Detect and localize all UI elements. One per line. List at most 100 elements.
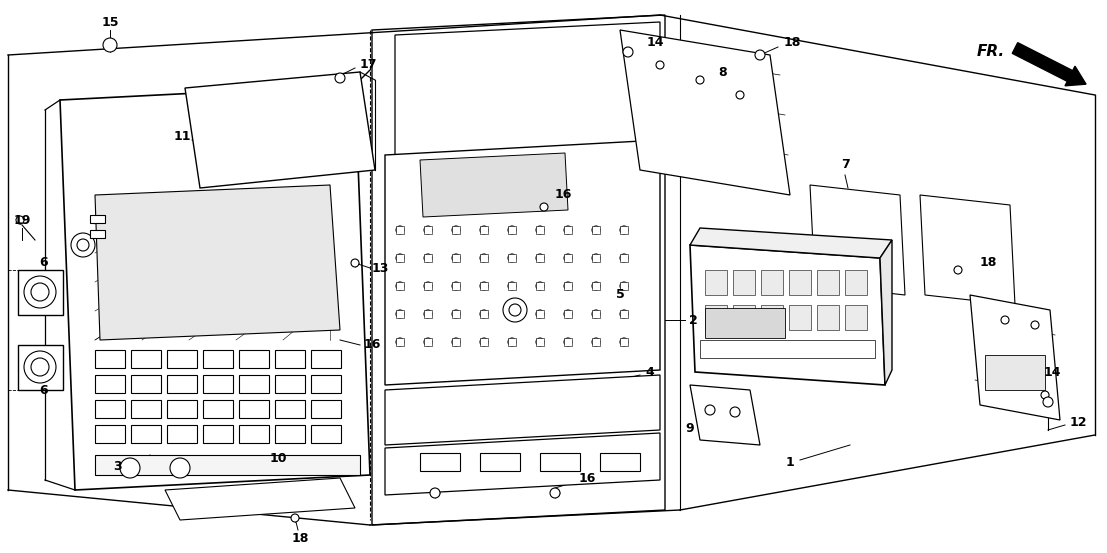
- Text: 10: 10: [269, 451, 287, 465]
- Circle shape: [452, 226, 461, 234]
- Circle shape: [536, 338, 544, 346]
- Bar: [396, 338, 404, 346]
- Bar: [311, 375, 341, 393]
- Bar: [508, 310, 516, 318]
- Circle shape: [15, 216, 24, 224]
- Polygon shape: [385, 140, 660, 385]
- Bar: [592, 310, 600, 318]
- Circle shape: [563, 254, 572, 262]
- Bar: [95, 455, 360, 475]
- Polygon shape: [690, 245, 884, 385]
- Circle shape: [480, 310, 488, 318]
- Circle shape: [396, 254, 404, 262]
- Text: 17: 17: [360, 59, 376, 71]
- Bar: [167, 350, 197, 368]
- Circle shape: [424, 338, 432, 346]
- Polygon shape: [95, 185, 340, 340]
- Bar: [620, 338, 628, 346]
- Circle shape: [705, 405, 715, 415]
- Text: 14: 14: [1043, 367, 1061, 379]
- Polygon shape: [690, 228, 892, 258]
- Bar: [396, 226, 404, 234]
- Circle shape: [509, 304, 521, 316]
- Circle shape: [480, 226, 488, 234]
- Circle shape: [730, 407, 739, 417]
- Bar: [452, 226, 461, 234]
- Bar: [620, 282, 628, 290]
- Circle shape: [620, 310, 628, 318]
- Polygon shape: [620, 30, 790, 195]
- Bar: [311, 350, 341, 368]
- Circle shape: [335, 73, 345, 83]
- Bar: [536, 254, 544, 262]
- Bar: [480, 254, 488, 262]
- Bar: [131, 400, 161, 418]
- Circle shape: [620, 226, 628, 234]
- Bar: [311, 400, 341, 418]
- Polygon shape: [60, 85, 370, 490]
- Circle shape: [396, 338, 404, 346]
- Bar: [480, 310, 488, 318]
- Bar: [95, 400, 125, 418]
- Bar: [167, 375, 197, 393]
- Circle shape: [396, 226, 404, 234]
- Circle shape: [396, 310, 404, 318]
- Bar: [700, 340, 875, 358]
- Bar: [275, 425, 306, 443]
- Circle shape: [103, 38, 117, 52]
- Bar: [420, 453, 461, 471]
- Bar: [203, 400, 232, 418]
- Circle shape: [452, 282, 461, 290]
- Circle shape: [508, 338, 516, 346]
- Bar: [203, 350, 232, 368]
- Bar: [705, 308, 785, 338]
- Circle shape: [503, 298, 527, 322]
- Bar: [424, 282, 432, 290]
- Bar: [452, 310, 461, 318]
- Circle shape: [31, 358, 49, 376]
- Circle shape: [508, 226, 516, 234]
- Bar: [452, 282, 461, 290]
- Bar: [845, 270, 867, 295]
- Polygon shape: [395, 22, 660, 158]
- Bar: [131, 375, 161, 393]
- Text: 15: 15: [101, 17, 118, 29]
- Circle shape: [1043, 397, 1053, 407]
- Bar: [845, 305, 867, 330]
- Circle shape: [424, 282, 432, 290]
- Polygon shape: [372, 15, 665, 525]
- Circle shape: [563, 310, 572, 318]
- Circle shape: [480, 338, 488, 346]
- Text: 11: 11: [174, 131, 190, 143]
- Circle shape: [508, 310, 516, 318]
- Circle shape: [396, 282, 404, 290]
- Circle shape: [1031, 321, 1039, 329]
- Text: 3: 3: [114, 460, 122, 472]
- Bar: [540, 453, 580, 471]
- Bar: [705, 270, 727, 295]
- Bar: [563, 226, 572, 234]
- Bar: [18, 270, 63, 315]
- Circle shape: [563, 282, 572, 290]
- Bar: [239, 400, 269, 418]
- Circle shape: [620, 254, 628, 262]
- Bar: [592, 338, 600, 346]
- Bar: [131, 350, 161, 368]
- Bar: [452, 338, 461, 346]
- Circle shape: [77, 239, 89, 251]
- Bar: [480, 226, 488, 234]
- Circle shape: [71, 233, 95, 257]
- Text: 16: 16: [578, 472, 596, 486]
- Circle shape: [536, 226, 544, 234]
- Bar: [536, 310, 544, 318]
- Circle shape: [536, 254, 544, 262]
- Circle shape: [1041, 391, 1049, 399]
- Text: 9: 9: [685, 421, 694, 435]
- Bar: [480, 453, 520, 471]
- Circle shape: [291, 514, 299, 522]
- Bar: [761, 305, 783, 330]
- Bar: [733, 305, 755, 330]
- Text: 14: 14: [646, 35, 664, 49]
- Circle shape: [508, 282, 516, 290]
- Circle shape: [550, 488, 560, 498]
